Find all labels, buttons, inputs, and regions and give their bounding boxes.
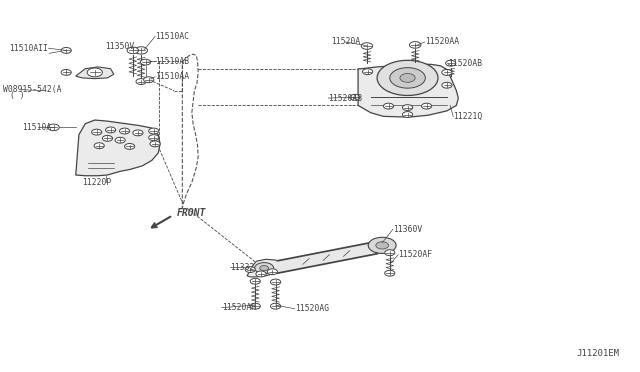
- Circle shape: [250, 303, 260, 309]
- Circle shape: [148, 135, 159, 141]
- Polygon shape: [76, 120, 160, 176]
- Circle shape: [245, 267, 255, 272]
- Circle shape: [368, 237, 396, 253]
- Circle shape: [403, 112, 413, 118]
- Text: 11360V: 11360V: [393, 225, 422, 234]
- Circle shape: [442, 70, 452, 76]
- Text: 11520AB: 11520AB: [328, 93, 362, 103]
- Text: 11520AA: 11520AA: [425, 38, 459, 46]
- Circle shape: [377, 60, 438, 96]
- Circle shape: [148, 128, 159, 134]
- Circle shape: [48, 124, 60, 131]
- Text: 11510AC: 11510AC: [155, 32, 189, 41]
- Circle shape: [61, 70, 71, 76]
- Polygon shape: [358, 64, 458, 117]
- Text: 11520AB: 11520AB: [448, 60, 483, 68]
- Circle shape: [255, 263, 274, 273]
- Circle shape: [127, 47, 138, 54]
- Circle shape: [350, 94, 360, 100]
- Circle shape: [361, 43, 372, 49]
- Circle shape: [390, 68, 426, 88]
- Circle shape: [442, 82, 452, 88]
- Circle shape: [376, 242, 388, 249]
- Polygon shape: [76, 67, 114, 78]
- Text: 11520A: 11520A: [331, 38, 360, 46]
- Text: W08915-542(A: W08915-542(A: [3, 85, 62, 94]
- Circle shape: [102, 135, 113, 141]
- Circle shape: [143, 77, 154, 83]
- Circle shape: [260, 266, 269, 271]
- Text: 11220P: 11220P: [82, 178, 111, 187]
- Text: 11510AA: 11510AA: [155, 72, 189, 81]
- Circle shape: [422, 103, 431, 109]
- Text: J11201EM: J11201EM: [577, 349, 620, 358]
- Text: 11332: 11332: [230, 263, 254, 272]
- Circle shape: [61, 48, 71, 53]
- Circle shape: [140, 59, 150, 65]
- Circle shape: [385, 270, 395, 276]
- Circle shape: [87, 68, 102, 77]
- Circle shape: [271, 279, 281, 285]
- Circle shape: [92, 129, 102, 135]
- Circle shape: [271, 303, 281, 309]
- Text: 11510AII: 11510AII: [9, 44, 48, 53]
- Text: FRONT: FRONT: [177, 208, 207, 218]
- Text: 11520AH: 11520AH: [221, 303, 256, 312]
- Circle shape: [150, 141, 160, 147]
- Circle shape: [115, 137, 125, 143]
- Circle shape: [133, 130, 143, 136]
- Circle shape: [136, 78, 146, 84]
- Text: ( ): ( ): [10, 91, 25, 100]
- Circle shape: [383, 103, 394, 109]
- Polygon shape: [247, 259, 281, 277]
- Circle shape: [120, 128, 130, 134]
- Circle shape: [362, 69, 372, 75]
- Circle shape: [400, 74, 415, 82]
- Circle shape: [256, 271, 266, 277]
- Circle shape: [125, 144, 135, 149]
- Circle shape: [403, 105, 413, 110]
- Text: 11520AF: 11520AF: [398, 250, 432, 259]
- Text: 11221Q: 11221Q: [453, 112, 483, 121]
- Circle shape: [94, 143, 104, 149]
- Text: 11510AB: 11510AB: [155, 57, 189, 66]
- Circle shape: [410, 42, 421, 48]
- Circle shape: [106, 127, 116, 133]
- Text: 11350V: 11350V: [106, 42, 135, 51]
- Circle shape: [268, 269, 278, 275]
- Circle shape: [385, 250, 395, 256]
- Circle shape: [445, 60, 456, 66]
- Text: 11510A: 11510A: [22, 123, 51, 132]
- Text: 11520AG: 11520AG: [294, 304, 329, 313]
- Circle shape: [250, 278, 260, 284]
- Circle shape: [135, 47, 147, 54]
